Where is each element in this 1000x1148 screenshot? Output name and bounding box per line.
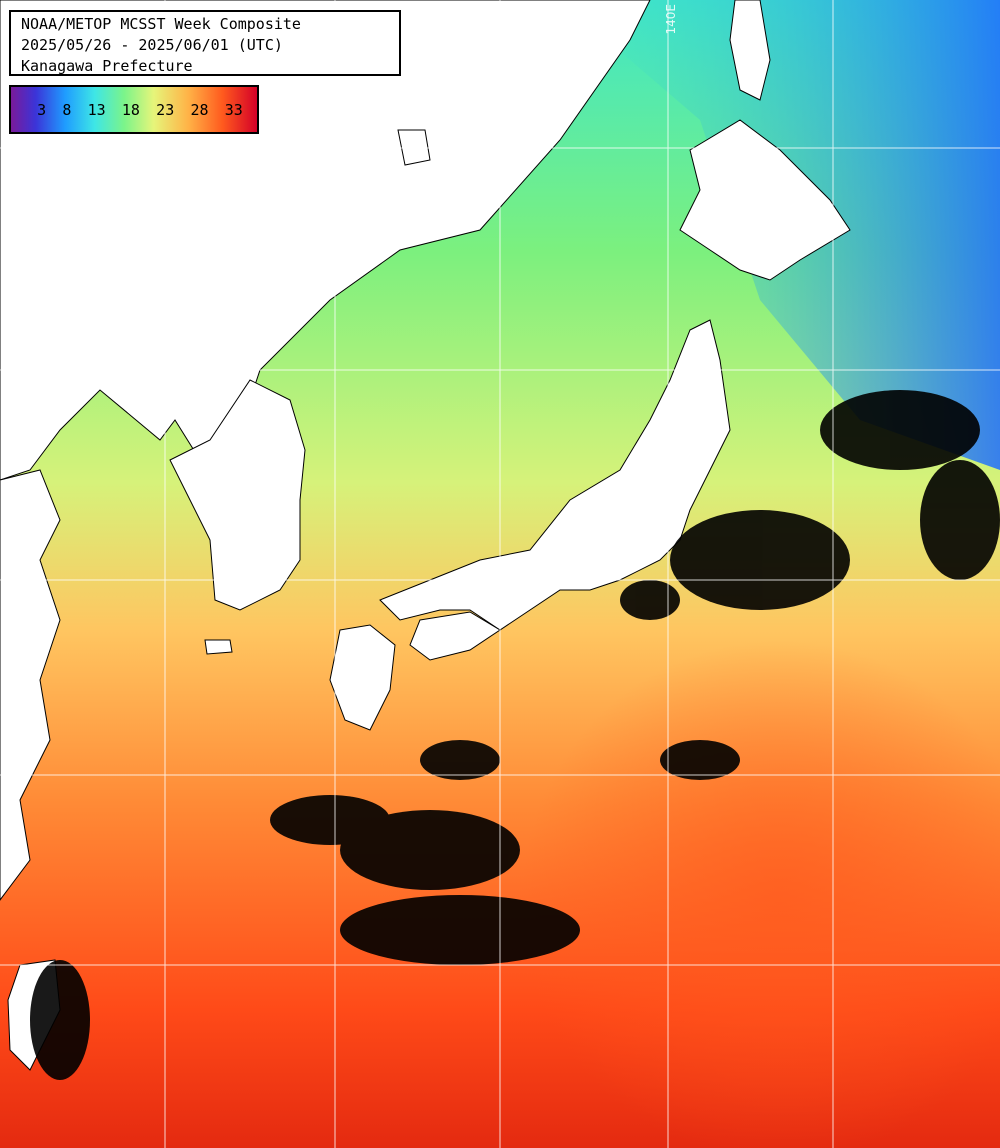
map-title-box: NOAA/METOP MCSST Week Composite 2025/05/…	[9, 10, 401, 76]
colorbar-tick: 28	[190, 100, 209, 119]
colorbar-tick: 8	[62, 100, 72, 119]
korean-peninsula	[169, 379, 306, 611]
warm-current-region	[520, 640, 1000, 1148]
temperature-colorbar: 3 8 13 18 23 28 33	[9, 85, 259, 134]
jeju-island	[204, 639, 233, 655]
colorbar-tick: 23	[156, 100, 175, 119]
china-coast	[0, 469, 61, 901]
shikoku	[409, 611, 501, 661]
latitude-label-40n: 40N	[18, 352, 43, 366]
sakhalin	[729, 0, 771, 101]
colorbar-tick: 18	[121, 100, 140, 119]
hokkaido	[679, 119, 851, 281]
colorbar-tick: 13	[87, 100, 106, 119]
colorbar-tick: 33	[224, 100, 243, 119]
kyushu	[329, 624, 396, 731]
region-label: Kanagawa Prefecture	[21, 57, 193, 75]
map-title: NOAA/METOP MCSST Week Composite	[21, 15, 301, 33]
cloud-cover	[30, 390, 1000, 1080]
longitude-label-140e: 140E	[664, 4, 678, 35]
date-range: 2025/05/26 - 2025/06/01 (UTC)	[21, 36, 283, 54]
colorbar-tick: 3	[37, 100, 47, 119]
